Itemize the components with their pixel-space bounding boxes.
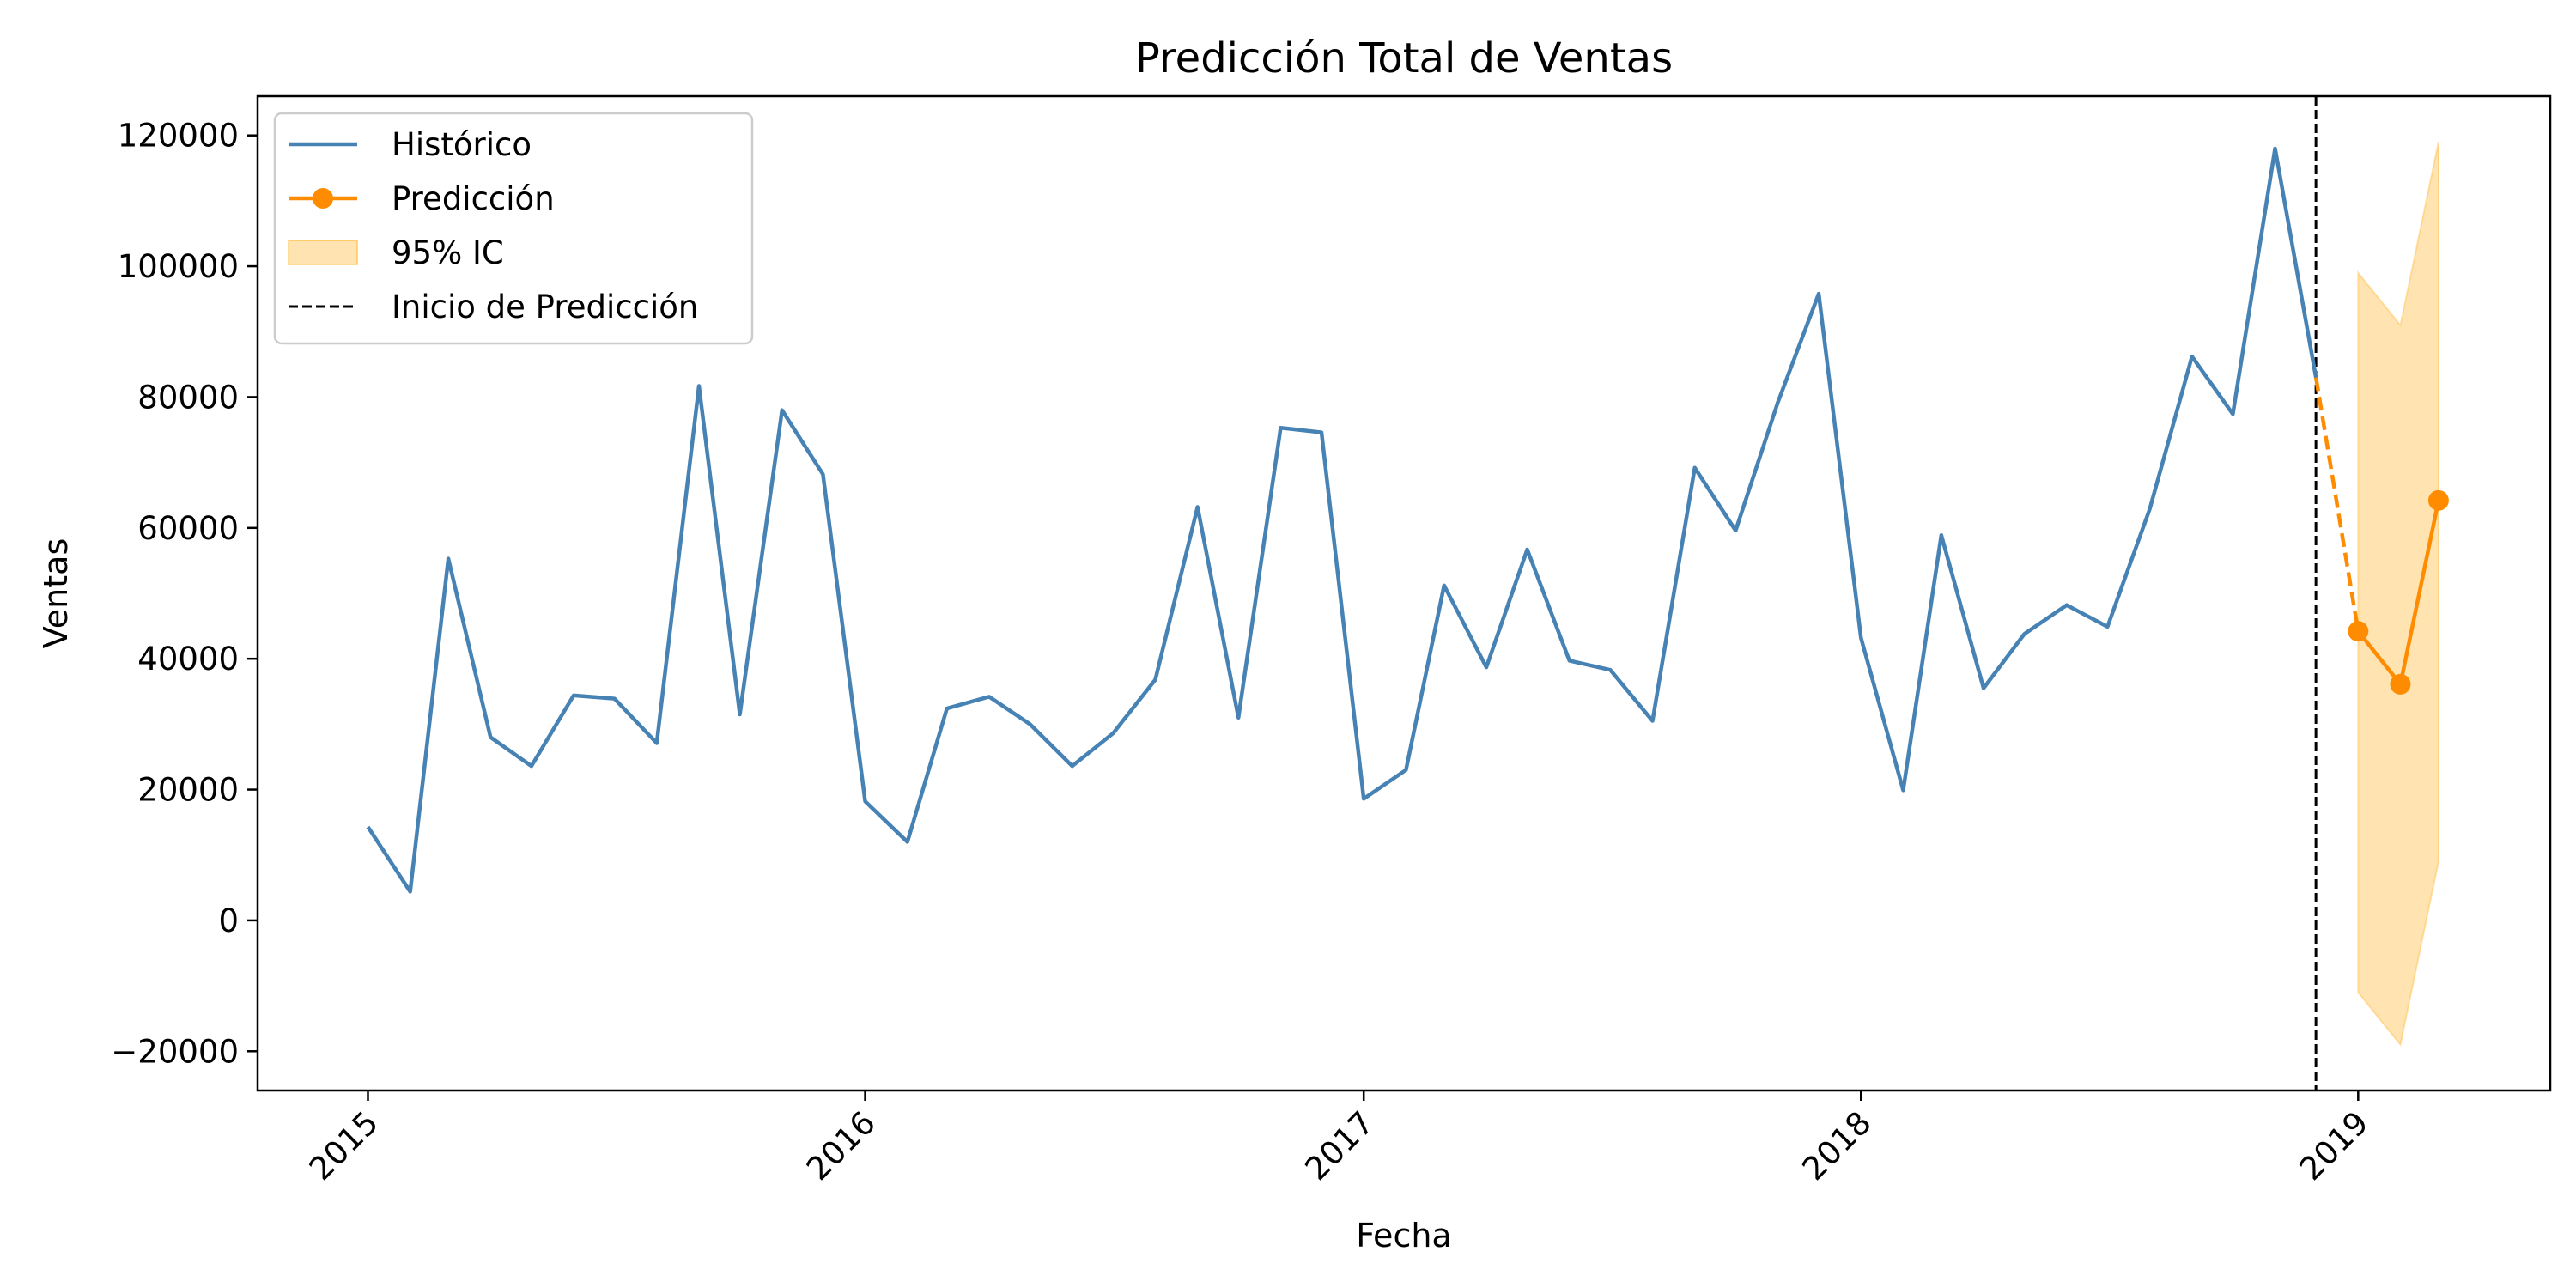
prediction-point	[2427, 489, 2449, 511]
y-tick-label: 20000	[137, 772, 239, 809]
y-axis: −20000 0 20000 40000 60000 80000 100000 120000	[111, 118, 258, 1070]
legend-label: Histórico	[392, 126, 532, 163]
y-tick-label: 60000	[137, 510, 239, 547]
confidence-band	[2357, 142, 2439, 1047]
chart-title: Predicción Total de Ventas	[1135, 34, 1673, 82]
confidence-band-layer	[2357, 142, 2439, 1047]
y-tick-label: 100000	[118, 248, 239, 285]
y-tick-label: 40000	[137, 641, 239, 677]
legend-swatch-marker	[313, 188, 333, 209]
historical-series-line	[366, 146, 2318, 894]
y-tick-label: −20000	[111, 1033, 239, 1070]
legend-label: 95% IC	[392, 234, 504, 271]
y-axis-label: Ventas	[37, 538, 75, 649]
legend-box	[273, 112, 754, 345]
prediction-point	[2390, 673, 2411, 695]
plot-frame	[256, 94, 2552, 1092]
legend: Histórico Predicción 95% IC Inicio de Predi…	[273, 112, 754, 345]
legend-label: Inicio de Predicción	[392, 289, 698, 325]
legend-swatch-band	[288, 240, 358, 265]
prediction-point	[2348, 621, 2369, 642]
y-tick-label: 80000	[137, 379, 239, 416]
x-axis-label: Fecha	[1356, 1217, 1451, 1255]
legend-label: Predicción	[392, 180, 555, 217]
forecast-bridge-line	[2313, 377, 2360, 632]
y-tick-label: 0	[218, 902, 239, 939]
y-tick-label: 120000	[118, 118, 239, 155]
series-layer	[366, 146, 2449, 894]
